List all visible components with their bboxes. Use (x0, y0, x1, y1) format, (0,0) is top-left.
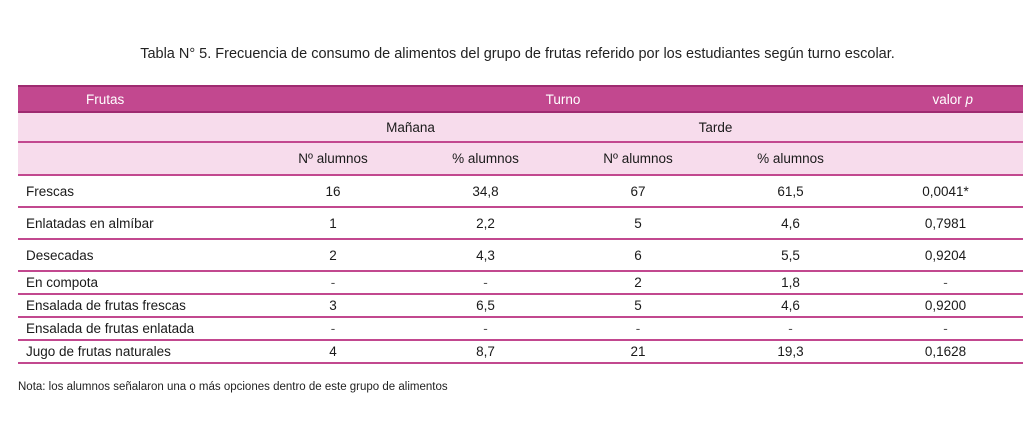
header-turno: Turno (258, 85, 869, 113)
table-row: Ensalada de frutas enlatada - - - - - (18, 317, 1024, 341)
header-valor-p: valor p (868, 85, 1024, 113)
cell-tarde-n: 5 (563, 207, 713, 240)
header-row-main: Frutas Turno valor p (18, 85, 1024, 113)
table-row: En compota - - 2 1,8 - (18, 271, 1024, 295)
cell-valor-p: 0,9200 (868, 294, 1024, 318)
cell-valor-p: 0,0041* (868, 175, 1024, 208)
cell-tarde-pct: 5,5 (713, 239, 869, 272)
cell-manana-pct: 6,5 (408, 294, 563, 318)
cell-tarde-pct: 61,5 (713, 175, 869, 208)
cell-tarde-n: 21 (563, 340, 713, 364)
table-caption: Tabla N° 5. Frecuencia de consumo de ali… (140, 46, 895, 62)
cell-tarde-n: 67 (563, 175, 713, 208)
row-label: Ensalada de frutas frescas (18, 294, 258, 318)
cell-tarde-n: 5 (563, 294, 713, 318)
table-row: Ensalada de frutas frescas 3 6,5 5 4,6 0… (18, 294, 1024, 318)
cell-tarde-n: 2 (563, 271, 713, 295)
table-note: Nota: los alumnos señalaron una o más op… (18, 381, 448, 393)
cell-tarde-n: 6 (563, 239, 713, 272)
row-label: Desecadas (18, 239, 258, 272)
table-row: Desecadas 2 4,3 6 5,5 0,9204 (18, 239, 1024, 272)
cell-manana-pct: 8,7 (408, 340, 563, 364)
cell-valor-p: 0,9204 (868, 239, 1024, 272)
cell-tarde-pct: 19,3 (713, 340, 869, 364)
table-row: Frescas 16 34,8 67 61,5 0,0041* (18, 175, 1024, 208)
header-frutas: Frutas (18, 85, 258, 113)
header-pct-alumnos-tarde: % alumnos (713, 142, 869, 176)
frequency-table: Frutas Turno valor p Mañana Tarde Nº alu… (18, 85, 1024, 364)
cell-manana-pct: 34,8 (408, 175, 563, 208)
header-valor-label: valor (932, 91, 966, 107)
row-label: Frescas (18, 175, 258, 208)
header-manana: Mañana (258, 112, 563, 143)
header-tarde: Tarde (563, 112, 869, 143)
cell-valor-p: 0,1628 (868, 340, 1024, 364)
cell-tarde-pct: - (713, 317, 869, 341)
cell-tarde-pct: 4,6 (713, 294, 869, 318)
header-n-alumnos-tarde: Nº alumnos (563, 142, 713, 176)
cell-valor-p: 0,7981 (868, 207, 1024, 240)
cell-manana-pct: 4,3 (408, 239, 563, 272)
header-row-columns: Nº alumnos % alumnos Nº alumnos % alumno… (18, 142, 1024, 176)
cell-valor-p: - (868, 317, 1024, 341)
header-row-turno: Mañana Tarde (18, 112, 1024, 143)
row-label: En compota (18, 271, 258, 295)
cell-manana-n: 16 (258, 175, 408, 208)
cell-manana-n: 2 (258, 239, 408, 272)
header-valor-p-letter: p (965, 91, 974, 107)
header-n-alumnos-manana: Nº alumnos (258, 142, 408, 176)
cell-tarde-n: - (563, 317, 713, 341)
cell-manana-n: - (258, 317, 408, 341)
row-label: Ensalada de frutas enlatada (18, 317, 258, 341)
cell-tarde-pct: 1,8 (713, 271, 869, 295)
table-row: Jugo de frutas naturales 4 8,7 21 19,3 0… (18, 340, 1024, 364)
row-label: Enlatadas en almíbar (18, 207, 258, 240)
cell-valor-p: - (868, 271, 1024, 295)
cell-tarde-pct: 4,6 (713, 207, 869, 240)
cell-manana-n: - (258, 271, 408, 295)
cell-manana-n: 3 (258, 294, 408, 318)
row-label: Jugo de frutas naturales (18, 340, 258, 364)
table-row: Enlatadas en almíbar 1 2,2 5 4,6 0,7981 (18, 207, 1024, 240)
cell-manana-pct: - (408, 271, 563, 295)
cell-manana-pct: - (408, 317, 563, 341)
header-pct-alumnos-manana: % alumnos (408, 142, 563, 176)
cell-manana-n: 1 (258, 207, 408, 240)
cell-manana-pct: 2,2 (408, 207, 563, 240)
cell-manana-n: 4 (258, 340, 408, 364)
